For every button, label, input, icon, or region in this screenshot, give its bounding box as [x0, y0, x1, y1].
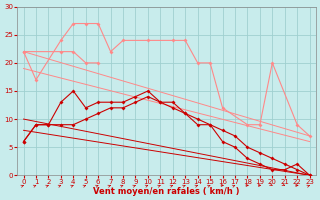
- X-axis label: Vent moyen/en rafales ( km/h ): Vent moyen/en rafales ( km/h ): [93, 187, 240, 196]
